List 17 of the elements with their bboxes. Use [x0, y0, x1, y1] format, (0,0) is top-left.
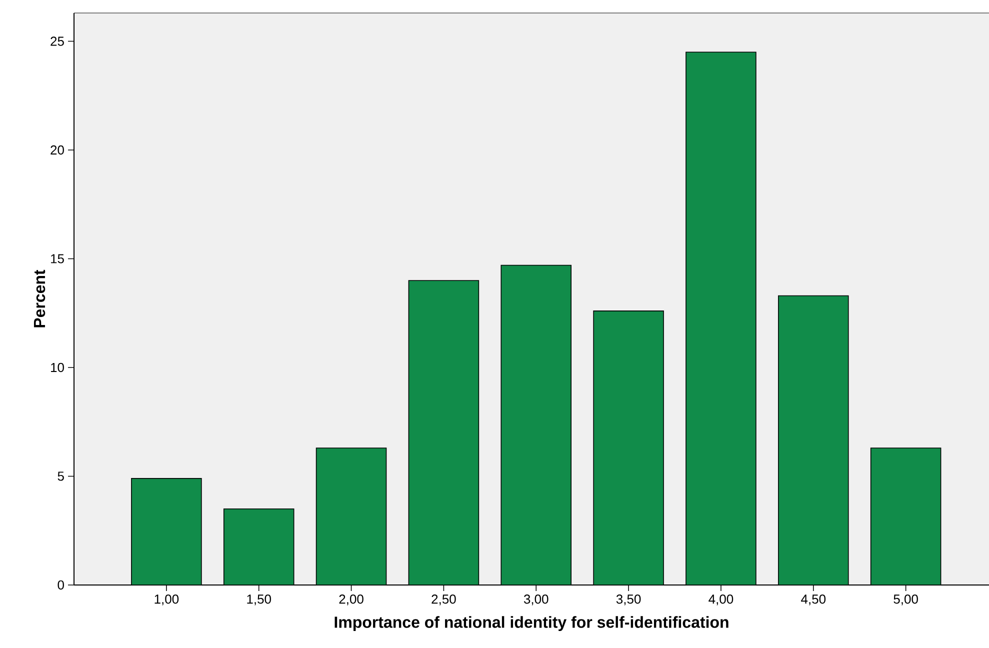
x-tick-label: 1,00	[154, 594, 179, 606]
y-tick-label: 5	[58, 472, 64, 481]
y-tick-label: 15	[51, 254, 64, 264]
x-tick-label: 2,00	[339, 594, 364, 606]
y-tick-label: 0	[58, 580, 64, 590]
x-tick-label: 3,00	[524, 594, 548, 606]
x-tick-label: 2,50	[432, 594, 456, 606]
y-tick-label: 20	[50, 145, 64, 155]
y-axis-title: Percent	[34, 270, 46, 328]
x-tick-label: 4,50	[801, 594, 826, 606]
y-tick-label: 10	[51, 362, 64, 372]
x-tick-label: 3,50	[616, 594, 641, 606]
x-tick-label: 5,00	[894, 594, 918, 606]
x-tick-label: 4,00	[708, 594, 734, 606]
y-tick-label: 25	[50, 36, 64, 46]
x-tick-label: 1,50	[247, 594, 271, 606]
x-axis-title: Importance of national identity for self-identification	[334, 616, 728, 632]
